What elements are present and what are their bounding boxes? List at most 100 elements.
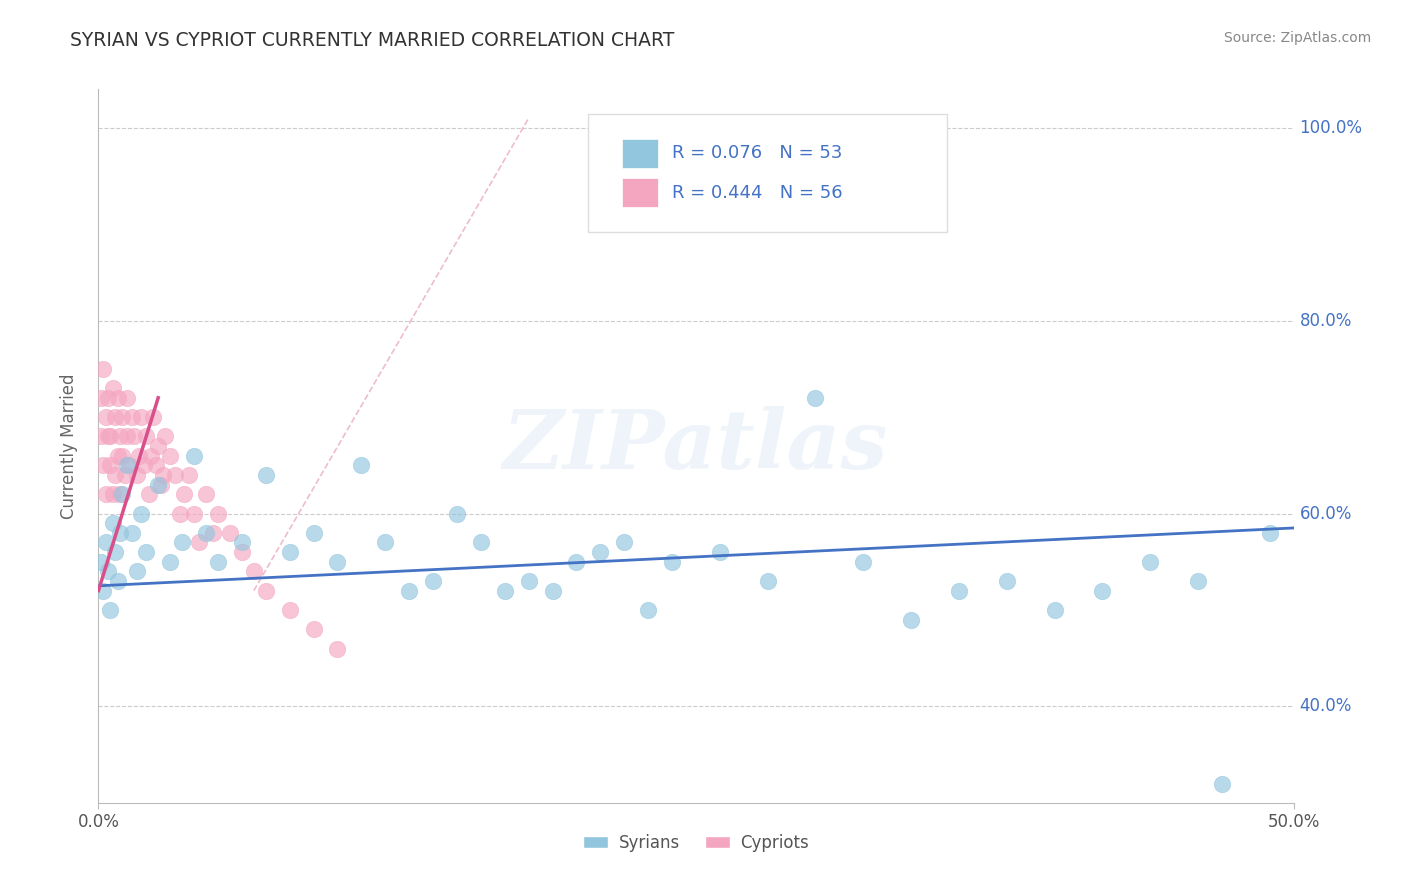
Point <box>1211 776 1233 790</box>
Point <box>94 410 117 425</box>
Point <box>900 613 922 627</box>
Point <box>125 565 148 579</box>
Point <box>101 516 124 530</box>
Point <box>111 410 134 425</box>
Point <box>91 583 114 598</box>
Point <box>91 362 114 376</box>
Point <box>107 391 129 405</box>
FancyBboxPatch shape <box>621 178 658 207</box>
Point <box>995 574 1018 588</box>
Point <box>172 535 194 549</box>
Point <box>97 565 120 579</box>
Point <box>90 391 112 405</box>
Point <box>254 467 277 482</box>
Point <box>446 507 468 521</box>
Point <box>94 535 117 549</box>
Point <box>756 574 779 588</box>
Point <box>108 429 131 443</box>
Point <box>207 507 229 521</box>
Point <box>637 603 659 617</box>
Point <box>104 467 127 482</box>
Point <box>243 565 266 579</box>
Point <box>398 583 420 598</box>
Text: R = 0.076   N = 53: R = 0.076 N = 53 <box>672 145 842 162</box>
Point <box>278 545 301 559</box>
Point <box>115 391 138 405</box>
Point <box>179 467 201 482</box>
Point <box>163 467 186 482</box>
Point <box>589 545 612 559</box>
Point <box>90 555 112 569</box>
Point <box>254 583 277 598</box>
Point <box>207 555 229 569</box>
Point <box>115 429 138 443</box>
Point <box>135 545 157 559</box>
Text: ZIPatlas: ZIPatlas <box>503 406 889 486</box>
Point <box>195 487 218 501</box>
Point <box>104 410 127 425</box>
Point <box>565 555 588 569</box>
Point <box>804 391 827 405</box>
FancyBboxPatch shape <box>589 114 948 232</box>
Point <box>108 487 131 501</box>
Point <box>121 525 143 540</box>
Point <box>98 429 122 443</box>
Point <box>149 477 172 491</box>
Point <box>145 458 167 473</box>
Point <box>231 535 253 549</box>
Text: 60.0%: 60.0% <box>1299 505 1353 523</box>
Point <box>852 555 875 569</box>
Point <box>98 458 122 473</box>
Point <box>97 429 120 443</box>
Point <box>107 574 129 588</box>
Point <box>118 458 141 473</box>
Point <box>132 458 155 473</box>
Point <box>131 507 153 521</box>
Point <box>202 525 225 540</box>
Point <box>98 603 122 617</box>
Point <box>541 583 564 598</box>
Point <box>173 487 195 501</box>
Point <box>219 525 242 540</box>
Point <box>302 525 325 540</box>
Point <box>1139 555 1161 569</box>
Point <box>91 458 114 473</box>
Point <box>326 555 349 569</box>
Point <box>169 507 191 521</box>
Text: SYRIAN VS CYPRIOT CURRENTLY MARRIED CORRELATION CHART: SYRIAN VS CYPRIOT CURRENTLY MARRIED CORR… <box>70 31 675 50</box>
Text: Source: ZipAtlas.com: Source: ZipAtlas.com <box>1223 31 1371 45</box>
Point <box>152 467 174 482</box>
Point <box>661 555 683 569</box>
Point <box>148 477 170 491</box>
Point <box>115 458 138 473</box>
Point <box>187 535 209 549</box>
Point <box>494 583 516 598</box>
Point <box>111 449 134 463</box>
Point <box>107 449 129 463</box>
Point <box>709 545 731 559</box>
Point <box>183 449 205 463</box>
Point <box>139 449 162 463</box>
Point <box>90 429 112 443</box>
Point <box>231 545 253 559</box>
Point <box>1091 583 1114 598</box>
Point <box>104 545 127 559</box>
Text: 40.0%: 40.0% <box>1299 698 1353 715</box>
Point <box>101 381 124 395</box>
Point <box>94 487 117 501</box>
Point <box>128 449 150 463</box>
Point <box>1187 574 1209 588</box>
Point <box>613 535 636 549</box>
Text: R = 0.444   N = 56: R = 0.444 N = 56 <box>672 184 842 202</box>
Legend: Syrians, Cypriots: Syrians, Cypriots <box>576 828 815 859</box>
Point <box>326 641 349 656</box>
Point <box>114 467 136 482</box>
Point <box>195 525 218 540</box>
Point <box>135 429 157 443</box>
Point <box>517 574 540 588</box>
Point <box>125 467 148 482</box>
Point <box>108 525 131 540</box>
Point <box>101 487 124 501</box>
Point <box>374 535 396 549</box>
Point <box>350 458 373 473</box>
